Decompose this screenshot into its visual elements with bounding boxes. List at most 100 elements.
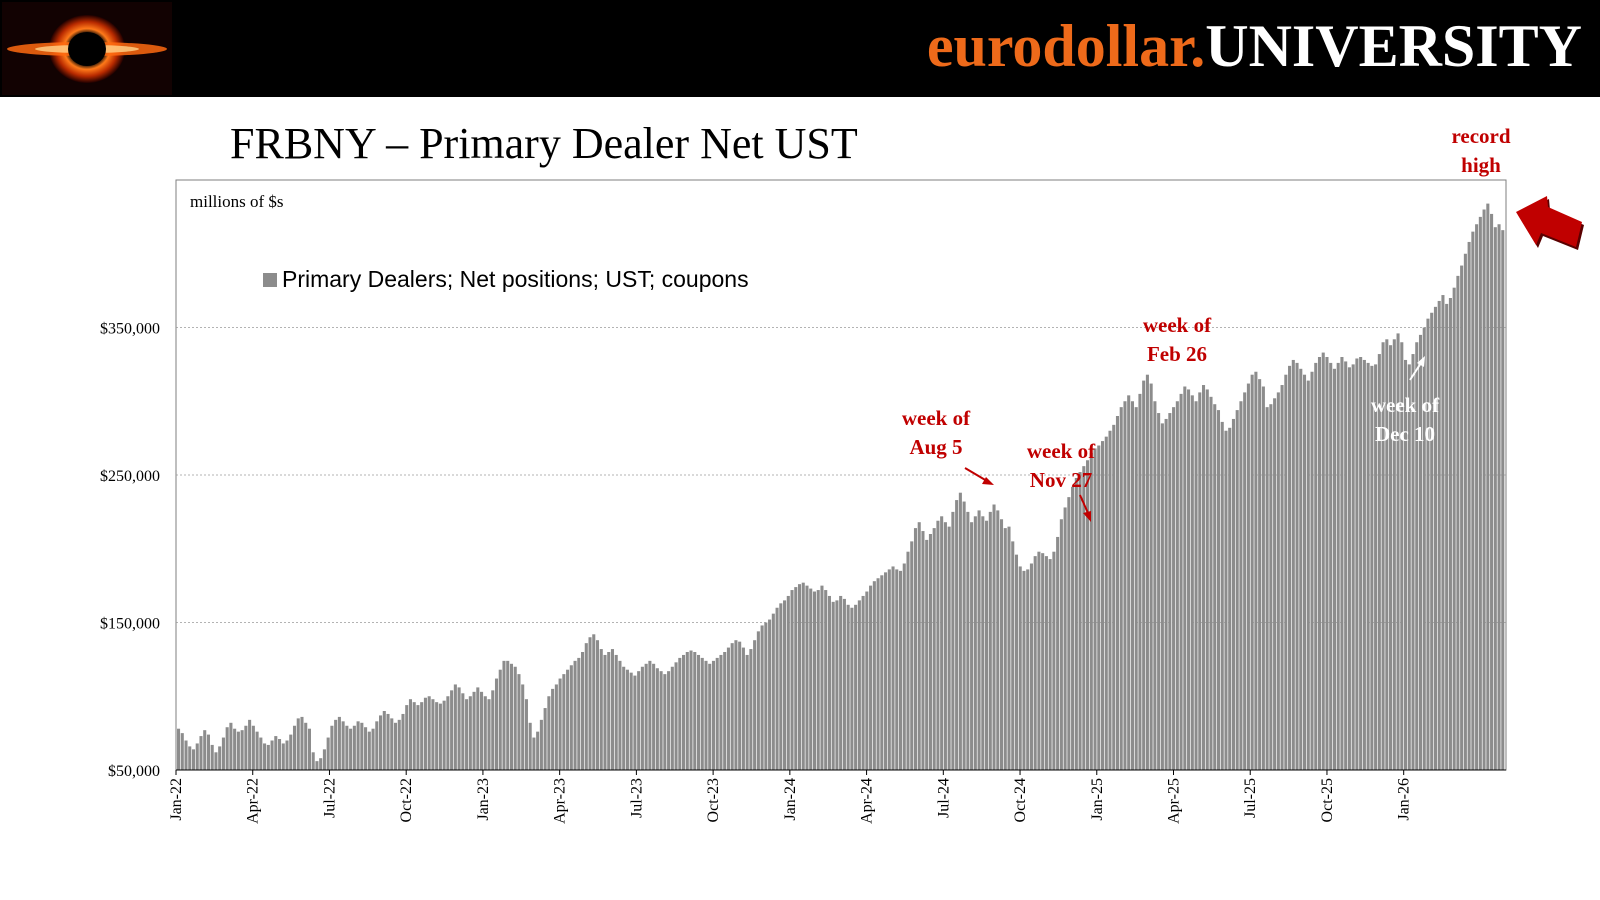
bar xyxy=(1112,424,1116,770)
bar xyxy=(1482,209,1486,770)
bar xyxy=(835,600,839,771)
bar xyxy=(1478,216,1482,771)
bar xyxy=(379,715,383,770)
bar xyxy=(749,649,753,770)
bar xyxy=(876,578,880,770)
bar xyxy=(1415,342,1419,770)
bar xyxy=(1209,396,1213,770)
bar xyxy=(1172,407,1176,770)
bar xyxy=(285,740,289,770)
bar xyxy=(1022,570,1026,771)
bar xyxy=(581,652,585,770)
bar xyxy=(1198,392,1202,770)
bar xyxy=(659,671,663,770)
bar xyxy=(371,728,375,770)
bar xyxy=(1037,551,1041,770)
bar xyxy=(667,671,671,770)
bar xyxy=(1310,371,1314,770)
bar xyxy=(1306,380,1310,770)
bar xyxy=(940,516,944,770)
bar xyxy=(266,744,270,770)
bar xyxy=(846,604,850,770)
bar xyxy=(1445,303,1449,770)
bar xyxy=(1329,362,1333,770)
bar xyxy=(1407,364,1411,771)
legend-swatch xyxy=(263,273,277,287)
bar xyxy=(999,519,1004,770)
bar xyxy=(842,598,846,770)
bar xyxy=(457,687,461,770)
bar xyxy=(1093,448,1097,770)
bar xyxy=(1007,526,1011,771)
bar xyxy=(1205,389,1209,770)
bar xyxy=(872,581,876,770)
bar xyxy=(928,534,932,770)
bar xyxy=(554,684,558,770)
bar xyxy=(1014,554,1019,770)
bar xyxy=(895,569,899,770)
bar xyxy=(622,666,626,770)
bar xyxy=(1130,401,1134,770)
bar xyxy=(566,669,570,770)
bar xyxy=(1216,410,1221,770)
bar xyxy=(1299,368,1303,770)
bar xyxy=(1231,418,1235,770)
bar xyxy=(259,737,263,770)
bar xyxy=(506,660,510,770)
bar xyxy=(547,696,551,770)
bar xyxy=(985,520,989,770)
bar xyxy=(850,607,854,770)
x-tick-label: Apr-24 xyxy=(859,778,876,824)
bar xyxy=(509,663,514,770)
bar xyxy=(210,744,214,770)
bar xyxy=(812,591,817,770)
bar xyxy=(854,604,858,770)
bar xyxy=(1145,374,1149,770)
bar xyxy=(1074,477,1078,770)
bar xyxy=(349,728,353,770)
annotation-nov27-arrow xyxy=(1079,494,1091,522)
bar xyxy=(1261,386,1265,770)
bar xyxy=(1044,556,1048,771)
bar xyxy=(996,510,1000,770)
bar xyxy=(1100,441,1105,770)
bar xyxy=(1317,357,1322,770)
bar xyxy=(427,696,431,770)
bar xyxy=(1302,374,1307,770)
bar xyxy=(1381,342,1385,770)
bar xyxy=(790,590,794,770)
bar xyxy=(820,585,824,771)
bar xyxy=(678,657,682,770)
bar xyxy=(936,520,940,770)
bar xyxy=(240,730,244,770)
bar xyxy=(816,590,820,770)
bar xyxy=(1160,423,1164,771)
bar xyxy=(191,749,196,770)
bar xyxy=(1026,569,1030,770)
bar xyxy=(480,691,484,770)
bar xyxy=(1201,385,1206,770)
bar xyxy=(551,688,555,771)
bar xyxy=(1288,365,1292,770)
bar xyxy=(607,652,611,770)
bar xyxy=(640,666,644,770)
bar xyxy=(304,722,308,770)
y-axis: $50,000 $150,000 $250,000 $350,000 xyxy=(100,321,160,781)
bar xyxy=(292,725,297,770)
bar xyxy=(468,696,472,770)
annotation-record-line1: record xyxy=(1451,124,1510,148)
bar xyxy=(1228,427,1232,770)
bar xyxy=(1362,359,1366,770)
bar xyxy=(1359,357,1363,770)
bar xyxy=(973,516,977,770)
annotation-feb26: week of Feb 26 xyxy=(1143,313,1212,366)
bar xyxy=(633,675,637,770)
bar xyxy=(225,727,229,770)
bar xyxy=(1291,359,1295,770)
bar xyxy=(898,570,903,771)
bar xyxy=(910,541,914,771)
bar xyxy=(461,693,465,770)
bar xyxy=(738,641,742,770)
bar xyxy=(248,719,252,770)
